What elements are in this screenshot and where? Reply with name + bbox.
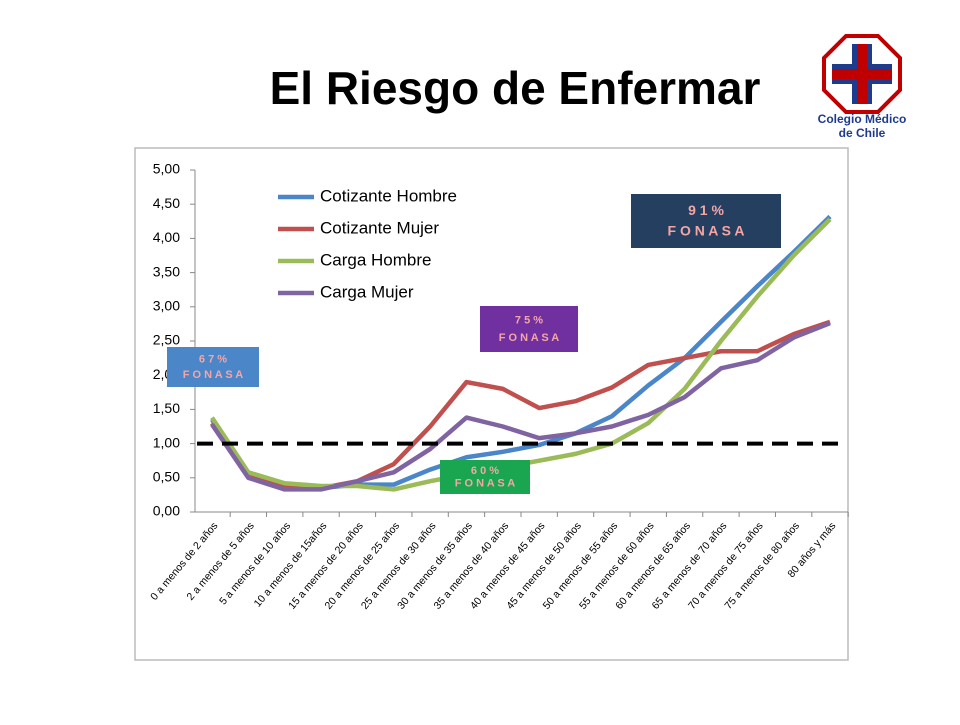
y-tick-label: 1,00 <box>153 434 180 450</box>
annotation-box <box>167 347 259 387</box>
logo-text: Colegio Médico <box>818 112 907 126</box>
annotation-text: 9 1 % <box>688 202 724 218</box>
annotation-text: 6 0 % <box>471 465 499 477</box>
y-tick-label: 4,00 <box>153 229 180 245</box>
y-tick-label: 2,50 <box>153 332 180 348</box>
y-tick-label: 4,50 <box>153 195 180 211</box>
logo: Colegio Médico de Chile <box>818 34 907 140</box>
y-tick-label: 5,00 <box>153 161 180 177</box>
annotation-text: F O N A S A <box>668 223 745 239</box>
y-tick-label: 1,50 <box>153 400 180 416</box>
annotation-box <box>440 460 530 494</box>
logo-cross <box>832 69 892 79</box>
y-tick-label: 0,00 <box>153 503 180 519</box>
slide-title: El Riesgo de Enfermar <box>270 62 761 114</box>
annotation-text: F O N A S A <box>183 369 244 381</box>
annotation-text: F O N A S A <box>455 478 516 490</box>
annotation-text: F O N A S A <box>499 332 560 344</box>
data-line <box>210 321 831 492</box>
y-tick-label: 3,50 <box>153 263 180 279</box>
legend-label: Cotizante Hombre <box>320 186 457 205</box>
legend-label: Carga Hombre <box>320 250 432 269</box>
annotation-box <box>631 194 781 248</box>
annotation-text: 7 5 % <box>515 315 543 327</box>
y-tick-label: 0,50 <box>153 469 180 485</box>
annotation-text: 6 7 % <box>199 354 227 366</box>
y-tick-label: 3,00 <box>153 298 180 314</box>
annotation-box <box>480 306 578 352</box>
legend-label: Cotizante Mujer <box>320 218 439 237</box>
logo-text: de Chile <box>839 126 886 140</box>
legend-label: Carga Mujer <box>320 282 414 301</box>
